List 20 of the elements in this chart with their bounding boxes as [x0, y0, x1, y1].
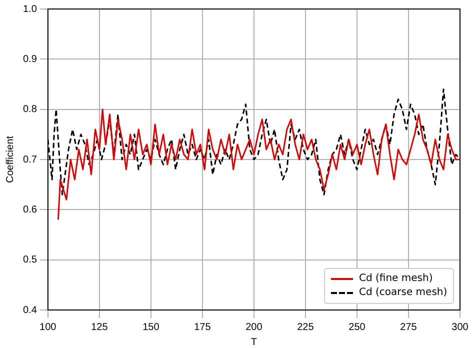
- x-tick-label: 275: [400, 322, 418, 333]
- y-axis-title: Coefficient: [4, 136, 16, 184]
- y-tick-label: 1.0: [22, 4, 38, 15]
- y-tick-label: 0.7: [22, 154, 38, 166]
- legend-label: Cd (coarse mesh): [359, 286, 448, 300]
- y-tick-label: 0.8: [22, 104, 38, 116]
- y-tick-label: 0.9: [22, 54, 38, 65]
- y-tick-label: 0.6: [22, 204, 38, 216]
- x-tick-label: 250: [348, 322, 366, 333]
- x-tick-label: 150: [142, 322, 160, 333]
- x-tick-label: 200: [246, 322, 263, 333]
- x-axis-title: T: [250, 336, 258, 348]
- x-tick-label: 225: [297, 322, 314, 333]
- x-tick-label: 125: [91, 322, 108, 333]
- y-tick-label: 0.5: [22, 254, 38, 266]
- y-tick-label: 0.4: [22, 304, 38, 316]
- legend-label: Cd (fine mesh): [359, 272, 433, 286]
- x-tick-label: 300: [452, 322, 469, 333]
- x-tick-label: 100: [40, 322, 57, 333]
- x-tick-label: 175: [194, 322, 212, 333]
